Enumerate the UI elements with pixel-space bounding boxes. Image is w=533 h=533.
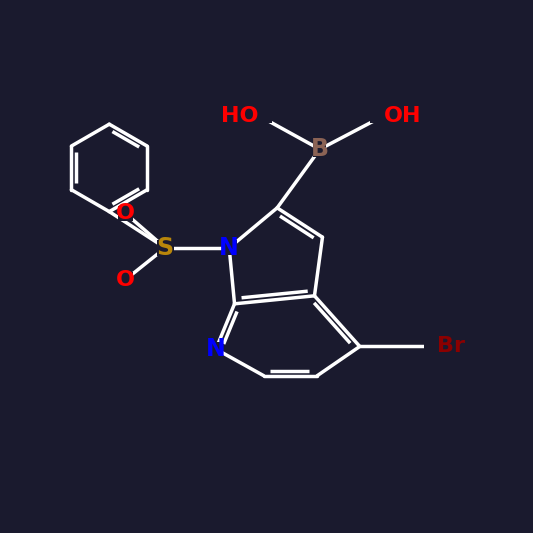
Text: O: O <box>116 203 135 223</box>
FancyBboxPatch shape <box>118 272 133 287</box>
FancyBboxPatch shape <box>313 142 326 157</box>
Text: HO: HO <box>221 106 259 126</box>
FancyBboxPatch shape <box>245 108 272 123</box>
FancyBboxPatch shape <box>222 240 237 255</box>
Text: O: O <box>116 270 135 290</box>
Text: B: B <box>311 137 329 161</box>
FancyBboxPatch shape <box>424 339 450 354</box>
Text: N: N <box>206 337 226 361</box>
FancyBboxPatch shape <box>118 206 133 221</box>
FancyBboxPatch shape <box>370 108 397 123</box>
Text: Br: Br <box>437 336 465 357</box>
FancyBboxPatch shape <box>208 342 223 357</box>
FancyBboxPatch shape <box>157 240 174 256</box>
Text: S: S <box>157 236 174 260</box>
Text: OH: OH <box>384 106 421 126</box>
Text: N: N <box>219 236 239 260</box>
